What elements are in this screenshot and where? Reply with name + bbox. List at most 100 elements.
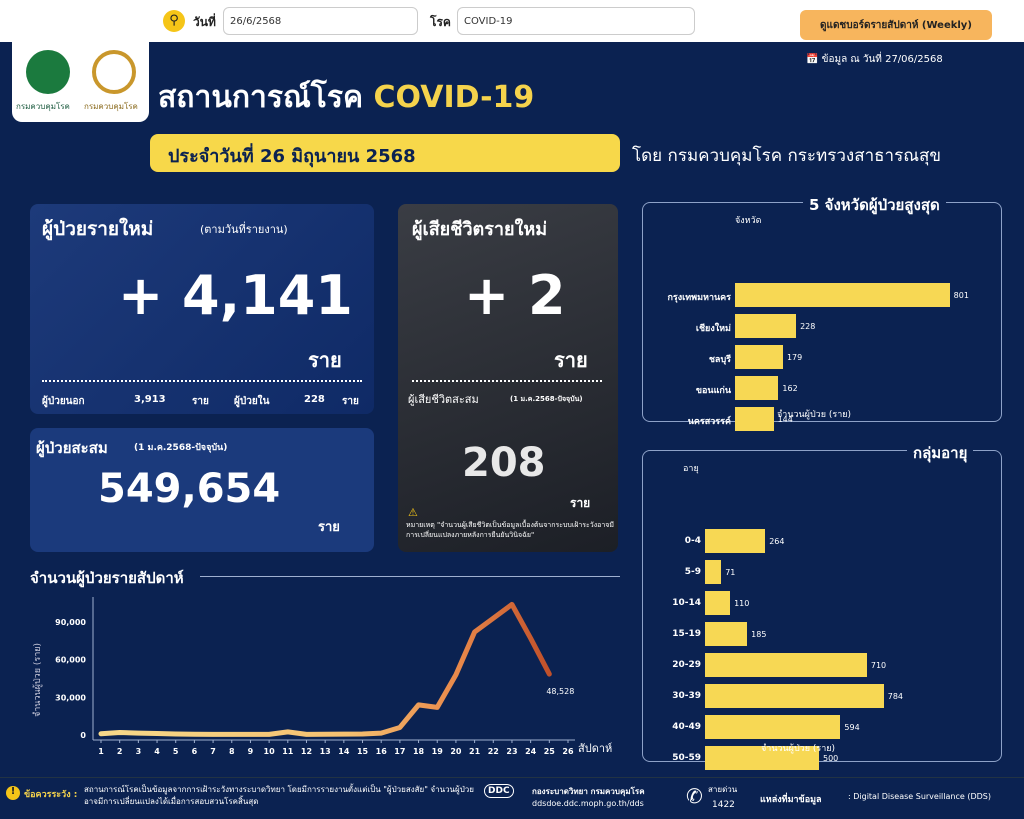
deaths-title: ผู้เสียชีวิตรายใหม่	[412, 219, 548, 240]
x-tick-label: 19	[432, 747, 444, 756]
bar-label: 0-4	[684, 536, 701, 546]
deaths-value: + 2	[464, 264, 566, 327]
disease-label: โรค	[430, 15, 451, 29]
outpatient-label: ผู้ป่วยนอก	[42, 396, 85, 407]
ddc-url[interactable]: ddsdoe.ddc.moph.go.th/dds	[532, 799, 644, 808]
bar-value: 185	[751, 630, 767, 639]
ddc-logo	[26, 50, 70, 94]
province-x-label: จำนวนผู้ป่วย (ราย)	[777, 410, 852, 420]
bar-value: 144	[777, 415, 793, 424]
weekly-dashboard-button[interactable]: ดูแดชบอร์ดรายสัปดาห์ (Weekly)	[800, 10, 992, 40]
bar-label: นครสวรรค์	[687, 417, 731, 427]
phone-icon: ✆	[686, 784, 703, 808]
report-date: ประจำวันที่ 26 มิถุนายน 2568	[150, 134, 620, 172]
bar-value: 801	[953, 291, 969, 300]
x-axis-label: สัปดาห์	[578, 742, 612, 755]
title-th: สถานการณ์โรค	[158, 80, 364, 115]
bar-label: 30-39	[672, 691, 701, 701]
cumulative-subtitle: (1 ม.ค.2568-ปัจจุบัน)	[134, 443, 228, 453]
bar-value: 162	[782, 384, 798, 393]
weekly-line-chart: จำนวนผู้ป่วย (ราย) สัปดาห์ 0 30,000 60,000…	[32, 597, 612, 756]
data-as-of-label: ข้อมูล ณ วันที่	[821, 54, 882, 65]
bar-label: กรุงเทพมหานคร	[667, 293, 731, 303]
cumulative-unit: ราย	[318, 520, 340, 535]
bar-label: 5-9	[684, 567, 701, 577]
logos: กรมควบคุมโรค กรมควบคุมโรค	[12, 42, 149, 122]
bar	[705, 653, 867, 677]
footer: ! ข้อควรระวัง : สถานการณ์โรคเป็นข้อมูลจา…	[0, 777, 1024, 819]
search-icon[interactable]: ⚲	[163, 10, 185, 32]
cum-deaths-value: 208	[462, 440, 546, 486]
age-axis-label: อายุ	[683, 464, 699, 474]
inpatient-label: ผู้ป่วยใน	[234, 396, 270, 407]
data-as-of: 📅 ข้อมูล ณ วันที่ 27/06/2568	[806, 52, 943, 67]
disease-select[interactable]: COVID-19	[457, 7, 695, 35]
x-tick-label: 6	[192, 747, 198, 756]
inpatient-value: 228	[304, 394, 325, 405]
bar-value: 264	[769, 537, 785, 546]
warning-icon: ⚠	[408, 506, 418, 519]
province-axis-label: จังหวัด	[735, 216, 762, 226]
deaths-note: หมายเหตุ "จำนวนผู้เสียชีวิตเป็นข้อมูลเบื…	[406, 521, 615, 539]
cum-deaths-title: ผู้เสียชีวิตสะสม	[408, 393, 479, 406]
y-tick-label: 60,000	[55, 656, 86, 665]
source-value: : Digital Disease Surveillance (DDS)	[848, 792, 991, 801]
data-as-of-value: 27/06/2568	[885, 54, 943, 65]
new-cases-value: + 4,141	[118, 264, 353, 327]
last-value-label: 48,528	[546, 687, 574, 696]
y-tick-label: 30,000	[55, 693, 86, 702]
warning-icon: !	[6, 786, 20, 800]
page-title: สถานการณ์โรค COVID-19	[158, 74, 534, 121]
y-tick-label: 90,000	[55, 618, 86, 627]
x-tick-label: 21	[469, 747, 481, 756]
bar-value: 110	[734, 599, 750, 608]
x-tick-label: 4	[154, 747, 160, 756]
x-tick-label: 8	[229, 747, 235, 756]
bar-value: 179	[786, 353, 803, 362]
date-label: วันที่	[193, 15, 216, 29]
publisher: โดย กรมควบคุมโรค กระทรวงสาธารณสุข	[632, 146, 941, 166]
divider	[42, 380, 362, 382]
hotline-label: สายด่วน	[708, 785, 738, 794]
date-input[interactable]: 26/6/2568	[223, 7, 418, 35]
logo2-text: กรมควบคุมโรค	[84, 102, 138, 111]
top-provinces-title: 5 จังหวัดผู้ป่วยสูงสุด	[803, 193, 946, 217]
age-groups-title: กลุ่มอายุ	[907, 441, 974, 465]
anniversary-logo	[92, 50, 136, 94]
x-tick-label: 26	[562, 747, 574, 756]
cum-deaths-unit: ราย	[570, 496, 591, 510]
ddc-name: กองระบาดวิทยา กรมควบคุมโรค	[532, 787, 645, 796]
y-tick-label: 0	[80, 731, 86, 740]
x-tick-label: 1	[98, 747, 104, 756]
x-tick-label: 20	[450, 747, 462, 756]
bar	[705, 746, 819, 770]
new-cases-subtitle: (ตามวันที่รายงาน)	[200, 223, 288, 236]
x-tick-label: 23	[506, 747, 517, 756]
x-tick-label: 5	[173, 747, 179, 756]
bar	[705, 591, 731, 615]
bar-value: 500	[823, 754, 839, 763]
calendar-icon: 📅	[806, 54, 819, 65]
x-tick-label: 11	[282, 747, 294, 756]
x-tick-label: 25	[544, 747, 556, 756]
new-cases-unit: ราย	[308, 348, 342, 372]
weekly-chart-title: จำนวนผู้ป่วยรายสัปดาห์	[30, 569, 184, 587]
x-tick-label: 17	[394, 747, 405, 756]
source-label: แหล่งที่มาข้อมูล	[760, 795, 822, 805]
x-tick-label: 9	[248, 747, 254, 756]
bar	[705, 560, 722, 584]
hotline-number: 1422	[712, 800, 735, 810]
bar	[705, 715, 841, 739]
y-axis-label: จำนวนผู้ป่วย (ราย)	[32, 643, 43, 717]
warning-label: ข้อควรระวัง :	[24, 790, 78, 800]
ddc-logo: DDC	[484, 784, 514, 798]
age-x-label: จำนวนผู้ป่วย (ราย)	[761, 744, 836, 754]
bar	[705, 529, 766, 553]
outpatient-unit: ราย	[192, 396, 209, 407]
x-tick-label: 22	[488, 747, 499, 756]
divider	[412, 380, 602, 382]
patient-breakdown: ผู้ป่วยนอก 3,913 ราย ผู้ป่วยใน 228 ราย	[42, 394, 362, 408]
x-tick-label: 3	[136, 747, 142, 756]
x-tick-label: 7	[210, 747, 216, 756]
bar-value: 710	[870, 661, 887, 670]
